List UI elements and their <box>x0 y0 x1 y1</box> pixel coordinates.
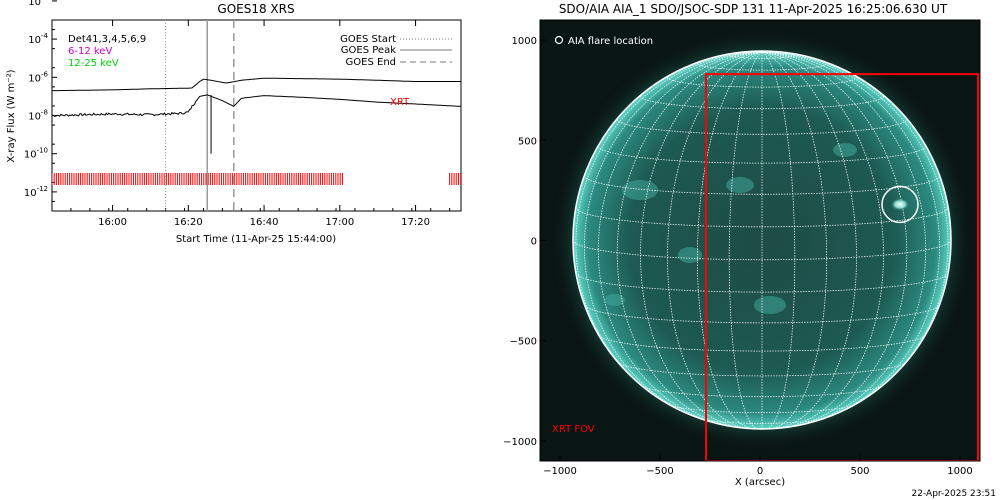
grid-line <box>761 51 927 427</box>
flare-brightening <box>891 198 909 211</box>
legend-label-goes-start: GOES Start <box>340 34 396 45</box>
solar-limb <box>572 50 952 430</box>
goes-event-markers <box>165 20 235 211</box>
legend-label-goes-end: GOES End <box>346 57 396 68</box>
aia-image-panel: SDO/AIA AIA_1 SDO/JSOC-SDP 131 11-Apr-20… <box>503 2 981 488</box>
goes-x-tick-label: 17:20 <box>401 217 430 228</box>
aia-image-title: SDO/AIA AIA_1 SDO/JSOC-SDP 131 11-Apr-20… <box>559 2 948 16</box>
goes-y-tick-label: 10-6 <box>28 70 48 84</box>
goes-x-tick-label: 17:00 <box>325 217 354 228</box>
grid-line <box>728 51 763 429</box>
goes-y-tick-label: 10-4 <box>28 32 48 46</box>
grid-line <box>617 362 907 377</box>
aia-x-tick-label: −1000 <box>543 466 577 477</box>
goes-legend: GOES Start GOES Peak GOES End <box>340 34 452 68</box>
grid-line <box>575 51 763 402</box>
active-region <box>726 177 754 193</box>
active-region <box>754 296 786 314</box>
active-regions <box>605 143 857 314</box>
goes-chart-title: GOES18 XRS <box>217 2 294 16</box>
aia-x-tick-label: 500 <box>850 466 869 477</box>
grid-line <box>761 51 941 422</box>
heliographic-grid <box>573 51 951 429</box>
grid-line <box>761 51 908 428</box>
goes-x-axis: 16:00 16:20 16:40 17:00 17:20 <box>51 20 451 228</box>
legend-circle-icon <box>554 35 564 45</box>
goes-y-tick-label: 10-2 <box>28 0 48 8</box>
aia-x-tick-label: −500 <box>646 466 673 477</box>
grid-line <box>761 51 857 429</box>
goes-x-tick-label: 16:20 <box>174 217 203 228</box>
grid-line <box>761 51 949 402</box>
grid-line <box>641 385 883 398</box>
goes-x-tick-label: 16:40 <box>250 217 279 228</box>
aia-y-tick-label: 500 <box>518 136 537 147</box>
grid-line <box>597 51 763 427</box>
active-region <box>622 180 658 200</box>
xrt-coverage-ticks <box>52 173 461 185</box>
aia-y-tick-label: 0 <box>531 237 537 248</box>
aia-y-tick-label: 1000 <box>512 36 537 47</box>
channel-label-6-12kev: 6-12 keV <box>68 46 112 57</box>
footer-timestamp: 22-Apr-2025 23:51 <box>912 489 996 499</box>
aia-x-tick-label: 1000 <box>947 466 972 477</box>
aia-y-tick-label: −1000 <box>503 437 537 448</box>
aia-legend: AIA flare location <box>554 35 653 47</box>
goes-series-short <box>52 94 461 118</box>
aia-y-tick-label: −500 <box>510 337 537 348</box>
goes-lightcurve-panel: GOES18 XRS 10-2 10-4 10-6 10-8 10-10 10-12 16… <box>6 0 462 245</box>
goes-series-group <box>52 77 461 154</box>
grid-line <box>697 63 827 71</box>
channel-label-12-25kev: 12-25 keV <box>68 58 119 69</box>
xrt-fov-label: XRT FOV <box>552 424 595 435</box>
goes-series-long <box>52 77 461 92</box>
goes-channel-labels: Det41,3,4,5,6,9 6-12 keV 12-25 keV <box>68 34 146 69</box>
channel-label-det: Det41,3,4,5,6,9 <box>68 34 146 45</box>
legend-label-goes-peak: GOES Peak <box>341 45 396 56</box>
legend-label-aia-flare: AIA flare location <box>568 36 653 47</box>
goes-y-tick-label: 10-10 <box>24 147 48 161</box>
aia-y-axis: 1000 500 0 −500 −1000 <box>503 36 546 448</box>
active-region <box>678 247 702 263</box>
flare-location-circle <box>881 185 919 224</box>
grid-line <box>697 51 763 429</box>
grid-line <box>640 51 763 429</box>
goes-y-tick-label: 10-12 <box>24 185 48 199</box>
goes-y-axis-label: X-ray Flux (W m⁻²) <box>6 69 17 162</box>
active-region <box>605 294 625 306</box>
active-region <box>833 143 857 157</box>
grid-line <box>761 51 827 429</box>
grid-line <box>583 51 763 422</box>
aia-x-axis: −1000 −500 0 500 1000 <box>543 455 973 477</box>
grid-line <box>761 51 796 429</box>
grid-line <box>761 51 884 429</box>
grid-line <box>700 418 824 424</box>
aia-x-tick-label: 0 <box>757 466 763 477</box>
goes-y-tick-label: 10-8 <box>28 109 48 123</box>
aia-x-axis-label: X (arcsec) <box>735 477 785 488</box>
flare-location-group <box>881 185 919 224</box>
xrt-label: XRT <box>390 97 410 108</box>
goes-x-tick-label: 16:00 <box>98 217 127 228</box>
grid-line <box>573 239 951 261</box>
grid-line <box>598 334 926 352</box>
goes-x-axis-label: Start Time (11-Apr-25 15:44:00) <box>176 234 336 245</box>
grid-line <box>616 51 763 428</box>
